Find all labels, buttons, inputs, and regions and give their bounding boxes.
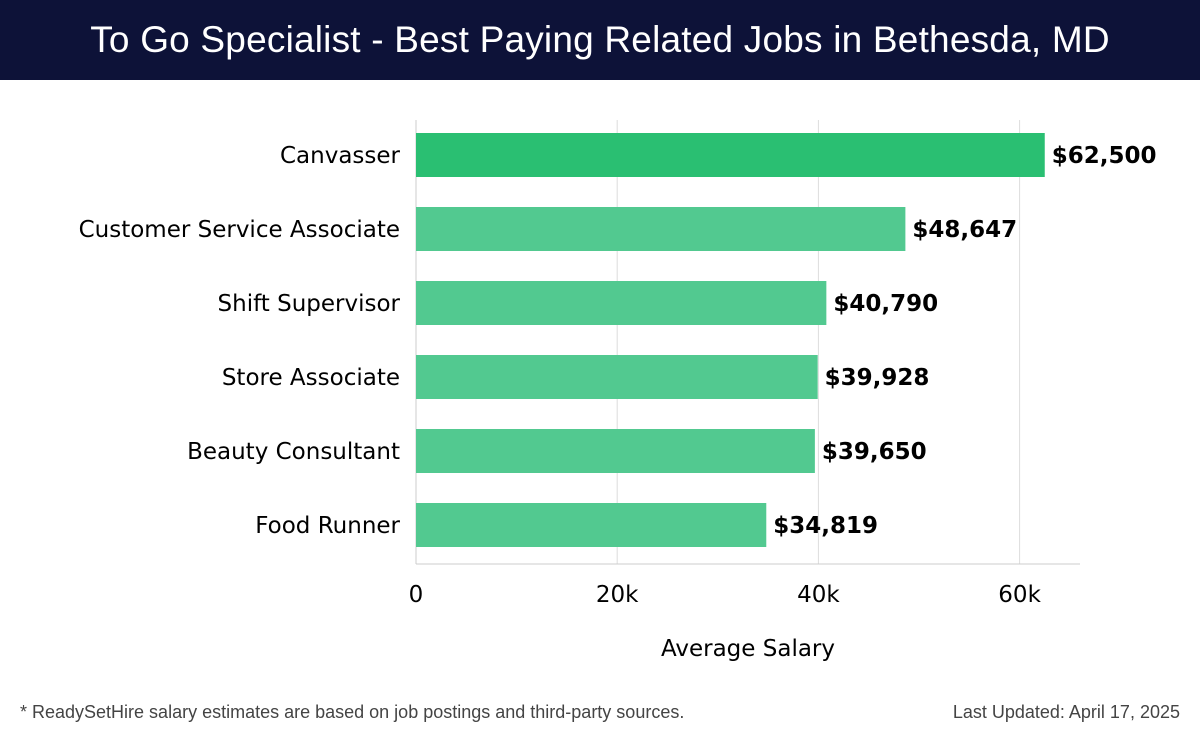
value-label: $34,819: [773, 513, 878, 539]
last-updated: Last Updated: April 17, 2025: [952, 702, 1180, 722]
category-label: Food Runner: [255, 513, 400, 539]
category-label: Shift Supervisor: [218, 291, 401, 317]
footnote: * ReadySetHire salary estimates are base…: [20, 702, 685, 722]
x-tick-label: 60k: [998, 582, 1041, 608]
bar: [416, 429, 815, 473]
value-label: $48,647: [912, 217, 1017, 243]
value-label: $39,928: [825, 365, 930, 391]
bar: [416, 281, 827, 325]
chart-title: To Go Specialist - Best Paying Related J…: [90, 19, 1110, 60]
x-axis-label: Average Salary: [661, 636, 835, 662]
value-label: $39,650: [822, 439, 927, 465]
category-label: Canvasser: [280, 143, 401, 169]
value-label: $62,500: [1052, 143, 1157, 169]
value-label: $40,790: [833, 291, 938, 317]
x-tick-label: 20k: [596, 582, 639, 608]
x-tick-label: 40k: [797, 582, 840, 608]
chart-header: To Go Specialist - Best Paying Related J…: [0, 0, 1200, 80]
category-label: Store Associate: [222, 365, 400, 391]
bar: [416, 207, 906, 251]
x-tick-label: 0: [409, 582, 424, 608]
bar: [416, 503, 767, 547]
category-label: Customer Service Associate: [79, 217, 400, 243]
bar-chart: Canvasser $62,500 Customer Service Associa…: [79, 120, 1157, 662]
bar: [416, 355, 818, 399]
bar: [416, 133, 1045, 177]
category-label: Beauty Consultant: [187, 439, 400, 465]
